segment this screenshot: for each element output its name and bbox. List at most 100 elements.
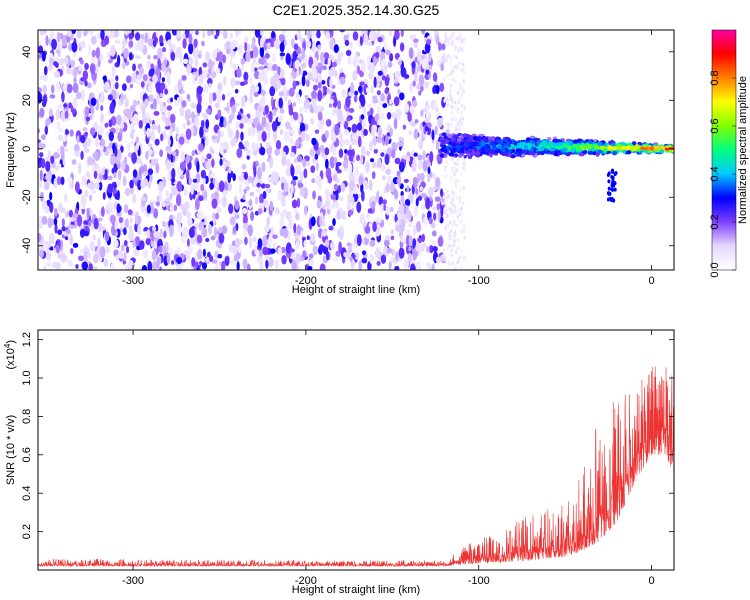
heatmap-cell <box>450 253 453 258</box>
heatmap-cell <box>428 64 432 71</box>
heatmap-cell <box>222 54 227 64</box>
heatmap-cell <box>385 205 390 216</box>
heatmap-cell <box>281 77 286 86</box>
heatmap-cell <box>209 146 213 154</box>
heatmap-cell <box>320 52 324 62</box>
heatmap-cell <box>240 131 244 141</box>
heatmap-cell <box>606 150 611 154</box>
heatmap-cell <box>447 206 451 211</box>
heatmap-cell <box>217 128 221 140</box>
heatmap-cell <box>140 81 145 88</box>
heatmap-cell <box>217 82 223 92</box>
heatmap-cell <box>447 258 450 263</box>
heatmap-cell <box>203 191 207 199</box>
heatmap-cell <box>460 93 463 98</box>
heatmap-cell <box>199 126 204 139</box>
heatmap-cell <box>105 246 110 254</box>
heatmap-cell <box>55 261 61 270</box>
heatmap-cell <box>292 101 296 108</box>
heatmap-cell <box>164 125 171 130</box>
heatmap-cell <box>640 146 644 150</box>
heatmap-cell <box>597 141 603 147</box>
heatmap-cell <box>409 83 413 93</box>
heatmap-cell <box>361 239 365 244</box>
heatmap-cell <box>80 204 86 210</box>
heatmap-cell <box>394 189 399 200</box>
heatmap-cell <box>448 125 451 130</box>
heatmap-cell <box>175 126 180 135</box>
heatmap-cell <box>128 260 134 269</box>
heatmap-cell <box>444 139 450 145</box>
heatmap-cell <box>550 147 556 151</box>
heatmap-cell <box>365 150 371 156</box>
heatmap-cell <box>655 149 660 153</box>
heatmap-cell <box>124 218 129 229</box>
heatmap-cell <box>208 223 213 235</box>
heatmap-cell <box>418 90 422 96</box>
heatmap-cell <box>197 93 202 105</box>
heatmap-cell <box>382 199 387 205</box>
heatmap-cell <box>295 239 300 251</box>
heatmap-cell <box>324 147 330 156</box>
heatmap-cell <box>376 190 380 203</box>
heatmap-cell <box>122 93 127 100</box>
heatmap-cell <box>108 119 113 128</box>
heatmap-cell <box>292 176 298 181</box>
heatmap-cell <box>299 186 305 197</box>
heatmap-cell <box>219 116 224 125</box>
heatmap-cell <box>200 169 207 179</box>
heatmap-cell <box>362 122 366 128</box>
heatmap-cell <box>273 38 280 50</box>
heatmap-cell <box>388 260 392 270</box>
heatmap-cell <box>454 117 458 122</box>
heatmap-cell <box>135 54 142 60</box>
heatmap-cell <box>449 83 452 88</box>
heatmap-cell <box>256 124 263 131</box>
heatmap-cell <box>271 121 278 132</box>
heatmap-cell <box>201 155 206 164</box>
heatmap-cell <box>50 155 55 165</box>
heatmap-cell <box>613 187 617 192</box>
heatmap-cell <box>444 31 447 36</box>
heatmap-cell <box>170 162 176 168</box>
heatmap-cell <box>390 229 395 235</box>
heatmap-cell <box>358 260 362 270</box>
heatmap-cell <box>286 158 291 168</box>
heatmap-cell <box>316 30 321 39</box>
heatmap-cell <box>176 247 181 254</box>
heatmap-cell <box>365 87 370 94</box>
snr-panel: -300 -200 -100 0 0.20.40.60.81.01.2 Height … <box>3 329 675 596</box>
heatmap-cell <box>269 200 274 211</box>
heatmap-cell <box>82 261 89 270</box>
heatmap-cell <box>209 255 214 262</box>
heatmap-cell <box>54 70 61 79</box>
heatmap-cell <box>263 67 269 74</box>
heatmap-cell <box>109 147 113 156</box>
heatmap-cell <box>142 107 146 119</box>
heatmap-cell <box>415 220 422 233</box>
heatmap-cell <box>123 227 127 236</box>
heatmap-cell <box>417 195 423 201</box>
heatmap-cell <box>290 183 294 194</box>
heatmap-cell <box>239 239 243 245</box>
heatmap-cell <box>496 148 500 154</box>
heatmap-cell <box>93 217 99 230</box>
heatmap-cell <box>431 173 437 180</box>
heatmap-cell <box>155 162 160 174</box>
heatmap-cell <box>67 176 73 185</box>
heatmap-cell <box>425 246 430 253</box>
heatmap-cell <box>216 206 222 214</box>
heatmap-cell <box>58 57 65 66</box>
heatmap-cell <box>45 172 51 182</box>
heatmap-cell <box>636 148 642 152</box>
heatmap-cell <box>63 56 69 65</box>
heatmap-cell <box>449 236 453 241</box>
heatmap-cell <box>279 129 284 135</box>
heatmap-cell <box>380 93 385 102</box>
heatmap-cell <box>186 65 192 74</box>
heatmap-cell <box>237 246 242 253</box>
heatmap-cell <box>114 146 118 157</box>
heatmap-cell <box>475 145 482 150</box>
heatmap-cell <box>351 134 356 140</box>
heatmap-cell <box>288 105 294 116</box>
